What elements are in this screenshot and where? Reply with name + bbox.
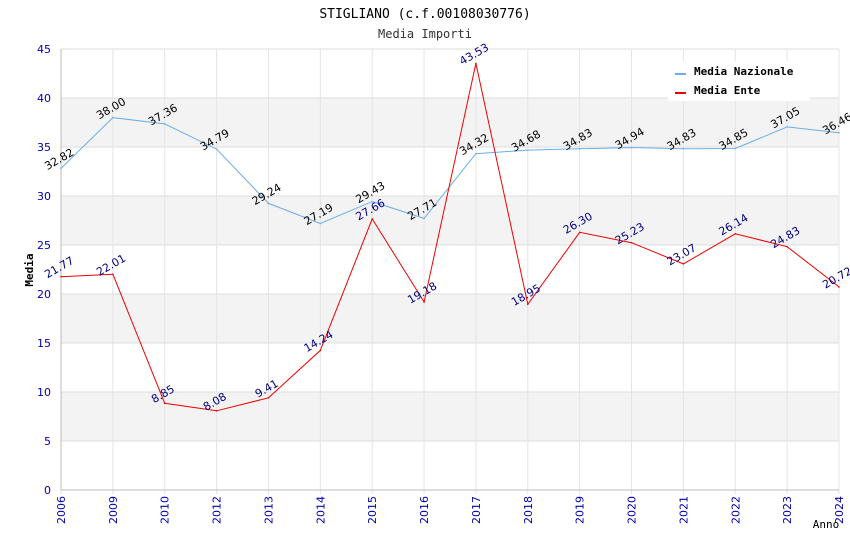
y-axis-label: Media <box>23 253 36 286</box>
x-tick-label: 2022 <box>729 496 742 524</box>
chart-title: STIGLIANO (c.f.00108030776) <box>319 7 530 22</box>
x-tick-label: 2013 <box>262 496 275 524</box>
chart-subtitle: Media Importi <box>378 27 472 41</box>
series-line <box>60 117 840 225</box>
y-tick-label: 45 <box>37 43 51 56</box>
data-point <box>60 275 62 278</box>
x-tick-label: 2014 <box>314 496 327 524</box>
data-point <box>267 202 270 205</box>
data-point <box>838 286 840 288</box>
x-tick-label: 2019 <box>574 496 587 524</box>
data-point <box>60 167 62 170</box>
grid-band <box>61 98 839 147</box>
data-point <box>112 273 114 276</box>
x-tick-label: 2012 <box>211 496 224 524</box>
y-tick-label: 25 <box>37 239 51 252</box>
grid-band <box>61 196 839 245</box>
data-point <box>786 245 788 248</box>
axes <box>60 49 839 491</box>
data-point <box>215 148 218 150</box>
data-point <box>475 62 477 65</box>
data-point <box>215 410 218 412</box>
data-point <box>630 241 633 244</box>
x-tick-label: 2023 <box>781 496 794 524</box>
data-point <box>734 147 737 150</box>
data-point <box>475 152 477 155</box>
data-point <box>319 222 322 225</box>
data-point <box>786 126 788 128</box>
y-tick-label: 20 <box>37 288 51 301</box>
x-tick-label: 2020 <box>626 496 639 524</box>
data-point <box>319 349 322 352</box>
y-tick-label: 35 <box>37 141 51 154</box>
x-tick-label: 2006 <box>55 496 68 524</box>
data-point <box>371 218 374 220</box>
x-tick-label: 2024 <box>833 496 846 524</box>
data-point <box>267 396 270 399</box>
data-point <box>578 147 581 150</box>
data-point <box>163 123 166 125</box>
x-axis-ticks: 2006 2009 2010 2012 2013 2014 2015 2016 2017 2018… <box>55 496 846 524</box>
data-point <box>423 301 425 303</box>
y-tick-label: 5 <box>44 435 51 448</box>
x-tick-label: 2018 <box>522 496 535 524</box>
data-point <box>682 147 685 150</box>
grid-bands <box>61 98 839 441</box>
legend-entry: Media Nazionale <box>694 65 794 78</box>
x-axis-label: Anno <box>813 518 840 531</box>
data-point <box>163 402 166 405</box>
x-tick-label: 2016 <box>418 496 431 524</box>
y-tick-label: 40 <box>37 92 51 105</box>
y-axis-ticks: 0 5 10 15 20 25 30 35 40 45 <box>37 43 51 497</box>
data-point <box>734 233 737 235</box>
data-point <box>527 149 529 151</box>
grid-band <box>61 294 839 343</box>
data-point <box>630 146 633 149</box>
y-tick-label: 10 <box>37 386 51 399</box>
data-point <box>682 263 685 265</box>
y-tick-label: 0 <box>44 484 51 497</box>
x-tick-label: 2021 <box>677 496 690 524</box>
data-label: 21.77 <box>42 254 76 281</box>
x-tick-label: 2017 <box>470 496 483 524</box>
y-tick-label: 30 <box>37 190 51 203</box>
data-point <box>527 303 529 306</box>
grid-band <box>61 392 839 441</box>
x-tick-label: 2010 <box>159 496 172 524</box>
data-point <box>578 231 581 234</box>
data-point <box>838 131 840 134</box>
x-tick-label: 2015 <box>366 496 379 524</box>
legend-entry: Media Ente <box>694 84 761 97</box>
data-point <box>112 116 114 119</box>
data-point <box>371 200 374 203</box>
series-line <box>60 63 840 412</box>
legend: Media Nazionale Media Ente <box>668 61 810 101</box>
data-label: 20.72 <box>820 264 850 291</box>
legend-box <box>668 61 810 101</box>
data-label: 43.53 <box>457 41 491 68</box>
x-tick-label: 2009 <box>107 496 120 524</box>
y-tick-label: 15 <box>37 337 51 350</box>
data-point <box>423 217 425 220</box>
